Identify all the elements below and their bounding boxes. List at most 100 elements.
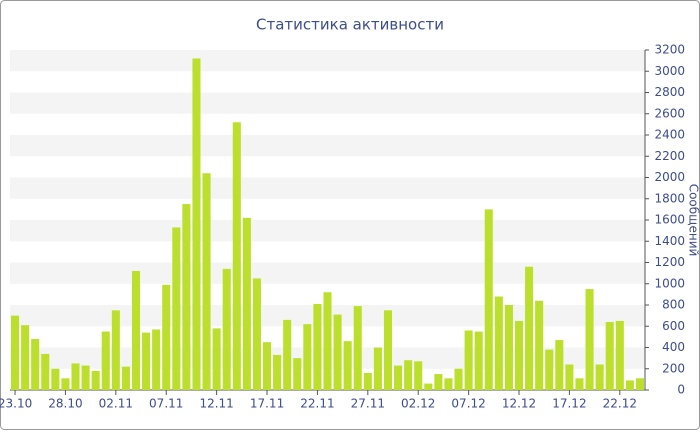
bar [344, 341, 352, 390]
bar [575, 378, 583, 390]
y-tick-label: 2000 [654, 170, 685, 184]
x-tick-label: 28.10 [48, 397, 82, 411]
bar [253, 278, 261, 390]
bar [465, 331, 473, 391]
bar [505, 305, 513, 390]
y-tick-label: 1200 [654, 255, 685, 269]
bar [283, 320, 291, 390]
bar [192, 59, 200, 391]
bar [596, 365, 604, 391]
bar [515, 321, 523, 390]
bar [414, 361, 422, 390]
bar [545, 350, 553, 390]
bar [424, 384, 432, 390]
y-axis-label: Сообщений [687, 184, 700, 257]
bar [404, 360, 412, 390]
bar [313, 304, 321, 390]
bar [616, 321, 624, 390]
bar [233, 122, 241, 390]
bar [565, 365, 573, 391]
bar [31, 339, 39, 390]
x-tick-label: 02.11 [99, 397, 133, 411]
x-tick-label: 22.11 [300, 397, 334, 411]
y-tick-label: 1000 [654, 276, 685, 290]
bar [71, 363, 79, 390]
y-tick-label: 0 [677, 383, 685, 397]
bar [263, 342, 271, 390]
x-tick-label: 12.12 [502, 397, 536, 411]
bar [475, 332, 483, 390]
bar [142, 333, 150, 390]
bar [243, 218, 251, 390]
grid-band [10, 220, 645, 241]
y-tick-label: 2400 [654, 128, 685, 142]
bar [495, 297, 503, 391]
grid-band [10, 263, 645, 284]
bar [606, 322, 614, 390]
bar [102, 332, 110, 390]
grid-band [10, 178, 645, 199]
bar [132, 271, 140, 390]
bar [223, 269, 231, 390]
bar [203, 173, 211, 390]
bar [384, 310, 392, 390]
grid-band [10, 93, 645, 114]
y-tick-label: 400 [662, 340, 685, 354]
bar [182, 204, 190, 390]
grid-band [10, 50, 645, 71]
x-tick-label: 17.11 [250, 397, 284, 411]
y-tick-label: 1600 [654, 213, 685, 227]
x-tick-label: 07.11 [149, 397, 183, 411]
y-tick-label: 2800 [654, 85, 685, 99]
chart-title: Статистика активности [256, 16, 444, 34]
bar [586, 289, 594, 390]
bar [122, 367, 130, 390]
bar [92, 371, 100, 390]
bar [21, 325, 29, 390]
y-tick-label: 1800 [654, 191, 685, 205]
bar [152, 329, 160, 390]
bar [172, 227, 180, 390]
bar [82, 366, 90, 390]
bar [535, 301, 543, 390]
y-tick-label: 1400 [654, 234, 685, 248]
bar [213, 328, 221, 390]
x-tick-label: 23.10 [0, 397, 32, 411]
y-tick-label: 200 [662, 361, 685, 375]
bar [323, 292, 331, 390]
bar [162, 285, 170, 390]
bar [41, 354, 49, 390]
bar [303, 324, 311, 390]
x-tick-label: 22.12 [603, 397, 637, 411]
y-tick-label: 2200 [654, 149, 685, 163]
bar [525, 267, 533, 390]
bar [555, 340, 563, 390]
x-tick-label: 12.11 [199, 397, 233, 411]
bar [11, 316, 19, 390]
bar [374, 348, 382, 391]
bar [394, 366, 402, 390]
bar [485, 209, 493, 390]
x-tick-label: 17.12 [552, 397, 586, 411]
bar [455, 369, 463, 390]
bar [112, 310, 120, 390]
bar [61, 378, 69, 390]
y-tick-label: 2600 [654, 106, 685, 120]
bar [354, 306, 362, 390]
bar [273, 355, 281, 390]
y-tick-label: 800 [662, 298, 685, 312]
x-tick-label: 07.12 [451, 397, 485, 411]
bar [293, 358, 301, 390]
x-tick-label: 27.11 [351, 397, 385, 411]
bar [51, 369, 59, 390]
y-tick-label: 3200 [654, 43, 685, 57]
bar [334, 315, 342, 390]
bar [434, 374, 442, 390]
x-tick-label: 02.12 [401, 397, 435, 411]
bar [444, 378, 452, 390]
grid-band [10, 135, 645, 156]
y-tick-label: 3000 [654, 64, 685, 78]
bar [364, 373, 372, 390]
